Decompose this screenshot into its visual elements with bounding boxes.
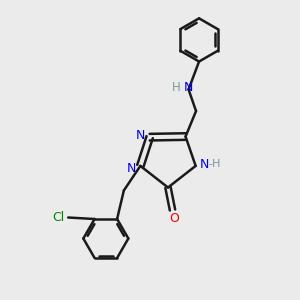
- Text: N: N: [135, 129, 145, 142]
- Text: N: N: [184, 80, 193, 94]
- Text: -H: -H: [208, 159, 220, 170]
- Text: N: N: [127, 162, 136, 176]
- Text: N: N: [200, 158, 209, 171]
- Text: H: H: [172, 80, 180, 94]
- Text: Cl: Cl: [52, 211, 65, 224]
- Text: O: O: [169, 212, 179, 225]
